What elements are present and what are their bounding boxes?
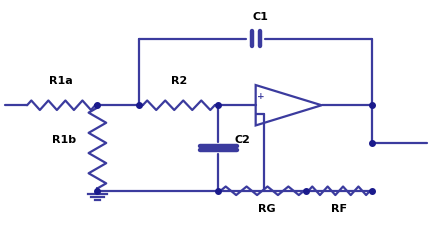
Text: RF: RF xyxy=(331,204,347,214)
Text: R1a: R1a xyxy=(49,76,73,86)
Text: R1b: R1b xyxy=(52,135,76,145)
Text: +: + xyxy=(257,92,265,101)
Text: −: − xyxy=(257,109,265,119)
Text: R2: R2 xyxy=(171,76,187,86)
Text: C1: C1 xyxy=(252,12,268,22)
Text: RG: RG xyxy=(258,204,276,214)
Text: C2: C2 xyxy=(235,135,250,145)
